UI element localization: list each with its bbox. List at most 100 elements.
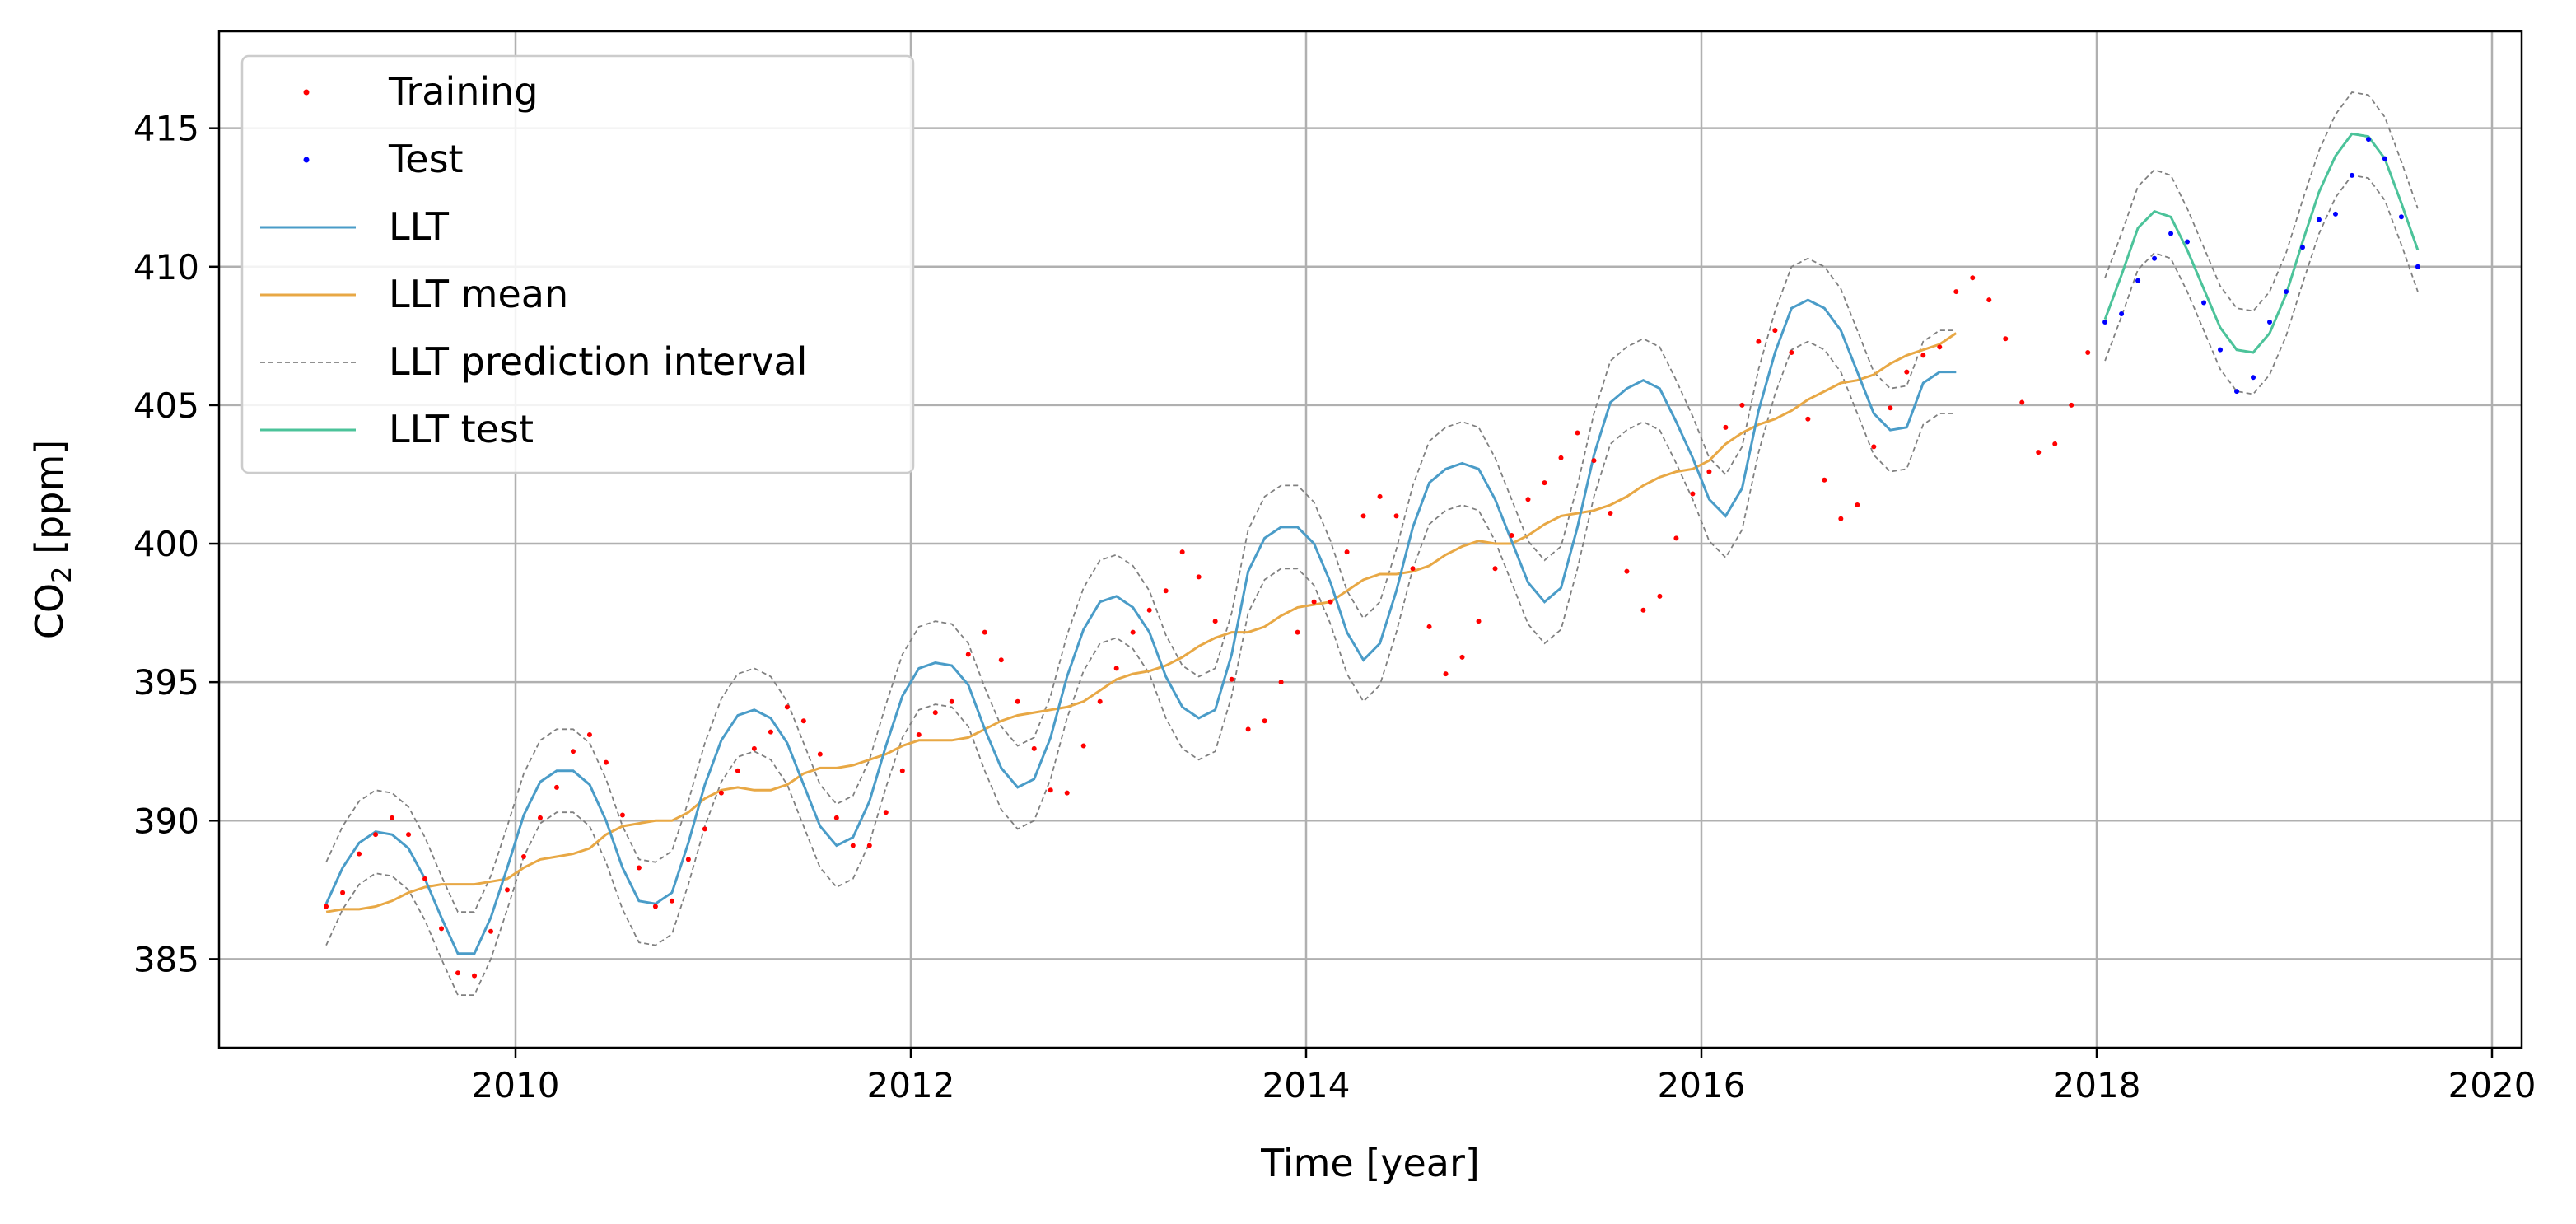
training-point — [1113, 666, 1119, 671]
test-point — [2234, 389, 2240, 395]
training-point — [1953, 289, 1959, 295]
training-point — [685, 857, 691, 862]
training-point — [817, 751, 823, 757]
training-point — [1772, 328, 1778, 334]
interval-lower-line — [2104, 174, 2419, 395]
y-axis-label: CO2 [ppm] — [27, 440, 77, 639]
training-point — [1492, 566, 1498, 572]
training-point — [2019, 399, 2025, 405]
training-point — [949, 698, 954, 704]
training-point — [2085, 350, 2091, 356]
legend: Training Test LLT LLT mean LLT prediction in… — [240, 54, 915, 474]
test-point — [2332, 211, 2338, 217]
training-point — [2003, 336, 2009, 342]
test-point — [2168, 231, 2174, 236]
x-tick-label: 2010 — [472, 1065, 560, 1105]
legend-marker — [303, 157, 310, 163]
training-point — [455, 970, 461, 976]
training-point — [1196, 574, 1202, 580]
training-point — [570, 749, 576, 754]
training-point — [406, 832, 412, 838]
x-axis-label: Time [year] — [1260, 1141, 1480, 1185]
training-point — [1591, 458, 1597, 464]
y-tick-label: 395 — [133, 662, 199, 703]
training-point — [1640, 607, 1646, 613]
legend-label: LLT mean — [389, 272, 568, 316]
training-point — [1031, 745, 1037, 751]
y-tick-label: 400 — [133, 524, 199, 564]
training-point — [504, 887, 510, 893]
y-axis-label-subscript: 2 — [46, 567, 77, 583]
test-point — [2119, 311, 2125, 316]
llt-line — [324, 298, 1957, 955]
training-point — [1789, 350, 1794, 356]
training-point — [1459, 654, 1465, 660]
training-point — [1328, 599, 1333, 605]
training-point — [735, 768, 740, 773]
training-point — [1838, 516, 1844, 521]
training-point — [916, 732, 922, 738]
training-point — [982, 629, 987, 635]
training-point — [833, 815, 839, 820]
training-point — [1986, 297, 1992, 303]
training-point — [1146, 607, 1152, 613]
training-point — [553, 784, 559, 790]
training-point — [1822, 477, 1827, 483]
training-point — [1575, 430, 1580, 436]
legend-marker — [303, 89, 310, 96]
training-point — [965, 652, 971, 657]
training-point — [850, 843, 856, 848]
interval-upper-line — [2104, 91, 2419, 312]
training-point — [1311, 599, 1317, 605]
legend-label: Test — [388, 137, 464, 181]
training-point — [1064, 790, 1070, 796]
test-point — [2185, 239, 2191, 245]
training-point — [603, 759, 609, 765]
training-point — [669, 898, 674, 904]
llt-test-line — [2103, 132, 2420, 354]
x-tick-label: 2012 — [867, 1065, 955, 1105]
training-point — [390, 815, 395, 820]
interval-upper-line — [325, 257, 1957, 913]
training-point — [2052, 441, 2058, 446]
training-point — [1212, 619, 1218, 624]
y-axis-ticks: 385 390 395 400 405 410 415 — [133, 109, 219, 979]
test-point — [2102, 320, 2108, 325]
training-point — [1805, 416, 1811, 422]
training-point — [1888, 405, 1893, 411]
training-point — [1608, 511, 1613, 516]
training-point — [768, 729, 773, 735]
training-point — [373, 832, 379, 838]
training-point — [1163, 588, 1169, 594]
test-point — [2398, 214, 2404, 220]
training-point — [932, 710, 938, 716]
y-tick-label: 415 — [133, 109, 199, 149]
training-point — [1920, 353, 1926, 358]
series-layer — [324, 91, 2420, 996]
test-point — [2251, 375, 2256, 381]
training-point — [1706, 469, 1712, 474]
training-point — [1509, 532, 1514, 538]
legend-label: LLT test — [389, 407, 534, 451]
training-point — [1542, 480, 1547, 486]
test-point — [2382, 156, 2387, 161]
training-point — [1426, 624, 1432, 629]
y-axis-label-main: CO — [27, 583, 72, 639]
training-point — [324, 904, 329, 909]
llt-mean-line — [325, 332, 1958, 913]
training-point — [586, 732, 592, 738]
training-point — [1476, 619, 1482, 624]
training-point — [636, 865, 642, 871]
test-point — [2218, 347, 2224, 353]
training-point — [2036, 450, 2042, 455]
training-point — [1937, 344, 1943, 350]
y-tick-label: 390 — [133, 801, 199, 841]
training-point — [1690, 491, 1696, 497]
y-tick-label: 405 — [133, 385, 199, 426]
training-point — [652, 904, 658, 909]
x-tick-label: 2020 — [2448, 1065, 2536, 1105]
training-point — [520, 853, 526, 859]
training-point — [1739, 402, 1745, 408]
training-point — [1360, 513, 1366, 519]
x-tick-label: 2016 — [1658, 1065, 1746, 1105]
